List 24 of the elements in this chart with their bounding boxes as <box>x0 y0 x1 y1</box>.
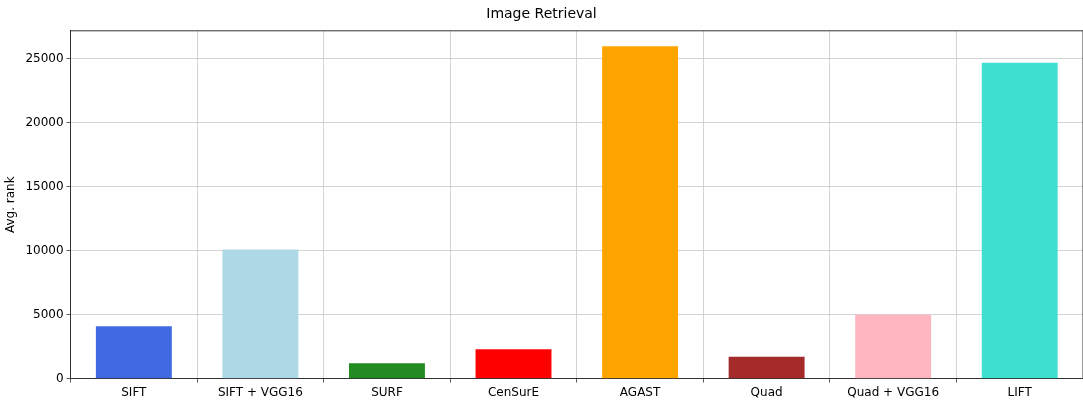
y-tick-label: 10000 <box>25 242 64 257</box>
y-axis-title: Avg. rank <box>3 176 18 234</box>
x-tick-label: Quad + VGG16 <box>847 384 940 399</box>
bar <box>855 314 932 379</box>
x-tick-label: SIFT <box>121 384 148 399</box>
bar <box>475 349 552 379</box>
chart-title: Image Retrieval <box>486 5 597 22</box>
x-tick-label: LIFT <box>1007 384 1033 399</box>
bar <box>222 249 299 379</box>
x-tick-label: SURF <box>371 384 403 399</box>
x-tick-label: Quad <box>750 384 783 399</box>
x-tick-label: SIFT + VGG16 <box>217 384 303 399</box>
y-tick-label: 20000 <box>25 114 64 129</box>
bar <box>981 62 1058 379</box>
bar <box>348 363 425 379</box>
x-tick-label: AGAST <box>619 384 661 399</box>
y-tick-label: 0 <box>55 370 64 385</box>
bar <box>95 326 172 379</box>
y-tick-label: 5000 <box>33 306 64 321</box>
y-tick-label: 25000 <box>25 51 64 66</box>
bar <box>602 46 679 379</box>
bar <box>728 356 805 379</box>
x-tick-label: CenSurE <box>487 384 540 399</box>
y-tick-label: 15000 <box>25 178 64 193</box>
